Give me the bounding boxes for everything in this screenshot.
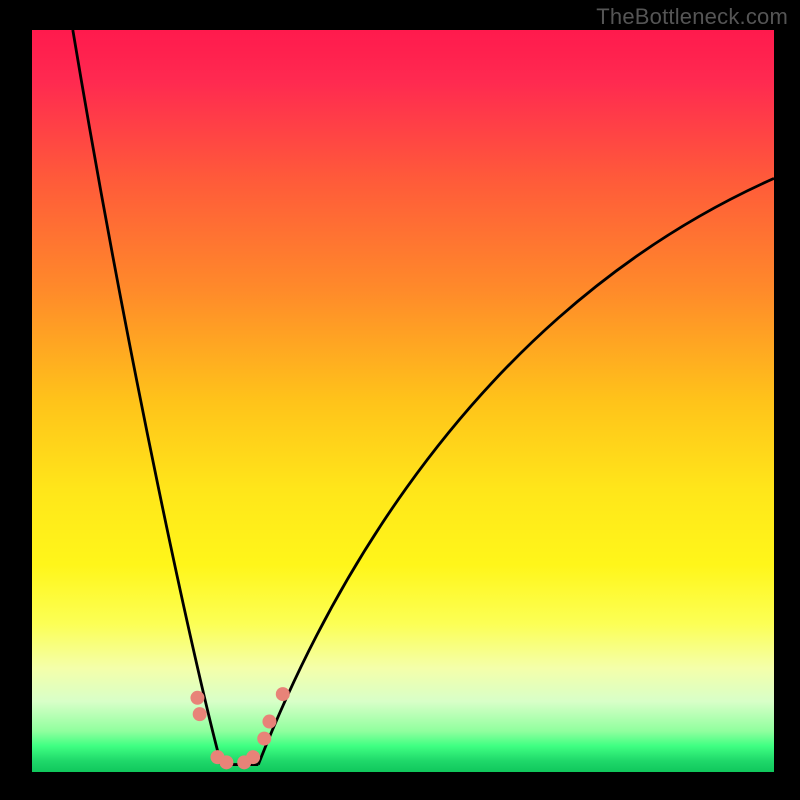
data-point	[257, 732, 271, 746]
data-point	[276, 687, 290, 701]
data-point	[246, 750, 260, 764]
plot-background	[32, 30, 774, 772]
bottleneck-chart	[0, 0, 800, 800]
watermark-text: TheBottleneck.com	[596, 4, 788, 30]
chart-container: TheBottleneck.com	[0, 0, 800, 800]
data-point	[219, 755, 233, 769]
data-point	[193, 707, 207, 721]
data-point	[190, 691, 204, 705]
data-point	[262, 715, 276, 729]
